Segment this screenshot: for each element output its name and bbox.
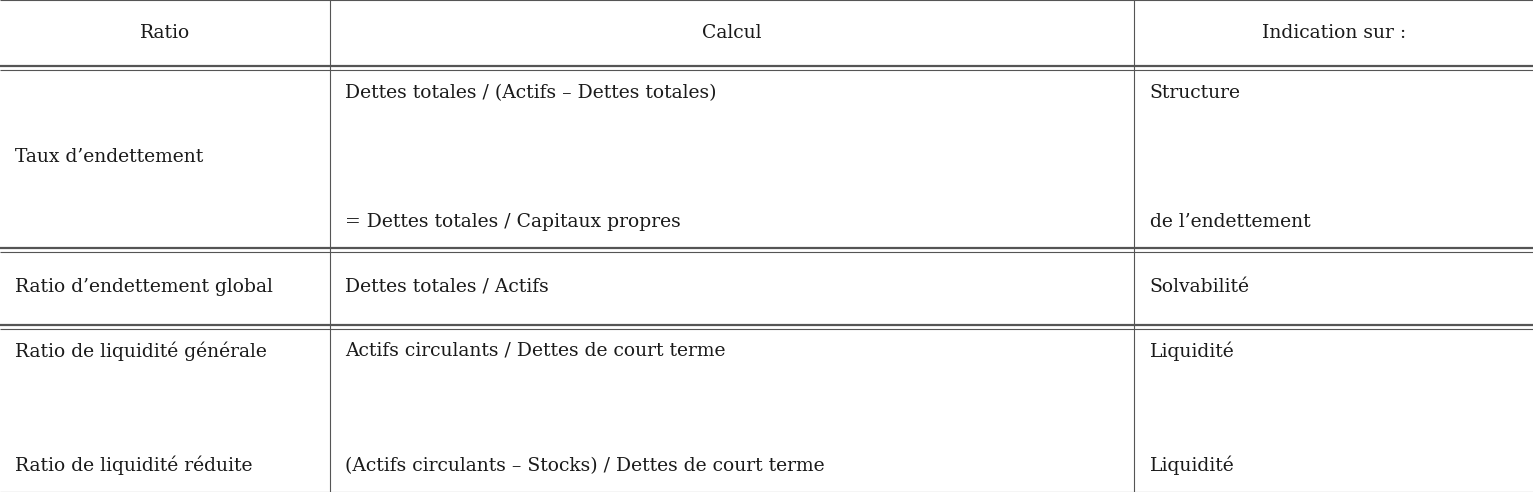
Text: Structure: Structure bbox=[1150, 84, 1240, 102]
Text: Calcul: Calcul bbox=[702, 24, 762, 42]
Text: Liquidité: Liquidité bbox=[1150, 342, 1234, 362]
Text: Ratio d’endettement global: Ratio d’endettement global bbox=[15, 277, 273, 296]
Text: de l’endettement: de l’endettement bbox=[1150, 213, 1311, 231]
Text: Indication sur :: Indication sur : bbox=[1262, 24, 1406, 42]
Text: Ratio de liquidité réduite: Ratio de liquidité réduite bbox=[15, 455, 253, 475]
Text: Actifs circulants / Dettes de court terme: Actifs circulants / Dettes de court term… bbox=[345, 342, 725, 360]
Text: (Actifs circulants – Stocks) / Dettes de court terme: (Actifs circulants – Stocks) / Dettes de… bbox=[345, 457, 825, 475]
Text: Dettes totales / (Actifs – Dettes totales): Dettes totales / (Actifs – Dettes totale… bbox=[345, 84, 716, 102]
Text: Dettes totales / Actifs: Dettes totales / Actifs bbox=[345, 277, 549, 296]
Text: Liquidité: Liquidité bbox=[1150, 455, 1234, 475]
Text: Ratio de liquidité générale: Ratio de liquidité générale bbox=[15, 342, 267, 362]
Text: = Dettes totales / Capitaux propres: = Dettes totales / Capitaux propres bbox=[345, 213, 681, 231]
Text: Taux d’endettement: Taux d’endettement bbox=[15, 149, 204, 166]
Text: Ratio: Ratio bbox=[140, 24, 190, 42]
Text: Solvabilité: Solvabilité bbox=[1150, 277, 1249, 296]
